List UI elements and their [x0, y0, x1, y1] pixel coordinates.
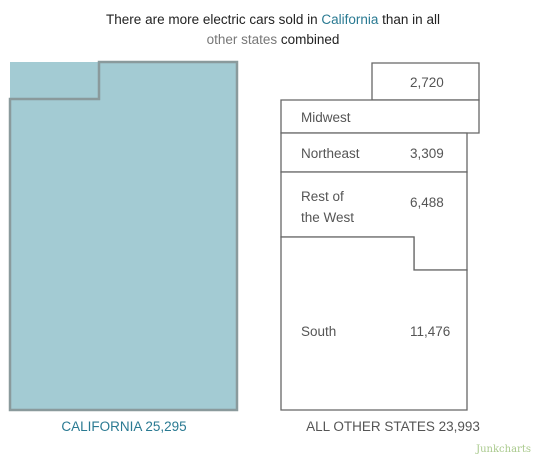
- title-highlight-california: California: [321, 12, 379, 27]
- chart-title: There are more electric cars sold in Cal…: [0, 10, 546, 50]
- region-label-northeast: Northeast: [301, 146, 360, 161]
- title-text-1: There are more electric cars sold in: [106, 12, 322, 27]
- credit-label: Junkcharts: [475, 444, 531, 455]
- california-total-label: CALIFORNIA 25,295: [61, 419, 186, 434]
- value-label-2720: 2,720: [410, 75, 444, 90]
- region-block-south: [280, 236, 468, 411]
- title-text-2: than in all: [378, 12, 440, 27]
- region-label-rest-of-west-line1: Rest of: [301, 189, 344, 204]
- chart-shapes: [8, 60, 480, 412]
- title-line-2: other states combined: [0, 30, 546, 50]
- california-outline: [8, 60, 239, 412]
- title-text-3: combined: [277, 32, 340, 47]
- value-label-northeast: 3,309: [410, 146, 444, 161]
- value-label-rest-of-west: 6,488: [410, 195, 444, 210]
- region-label-midwest: Midwest: [301, 110, 351, 125]
- california-area: [10, 62, 237, 410]
- title-highlight-other-states: other states: [206, 32, 278, 47]
- chart-labels: 2,720 Midwest Northeast 3,309 Rest of the Wes…: [301, 75, 450, 339]
- region-label-rest-of-west-line2: the West: [301, 210, 354, 225]
- other-states-total-label: ALL OTHER STATES 23,993: [306, 419, 480, 434]
- region-label-south: South: [301, 324, 336, 339]
- value-label-south: 11,476: [410, 324, 450, 339]
- title-line-1: There are more electric cars sold in Cal…: [0, 10, 546, 30]
